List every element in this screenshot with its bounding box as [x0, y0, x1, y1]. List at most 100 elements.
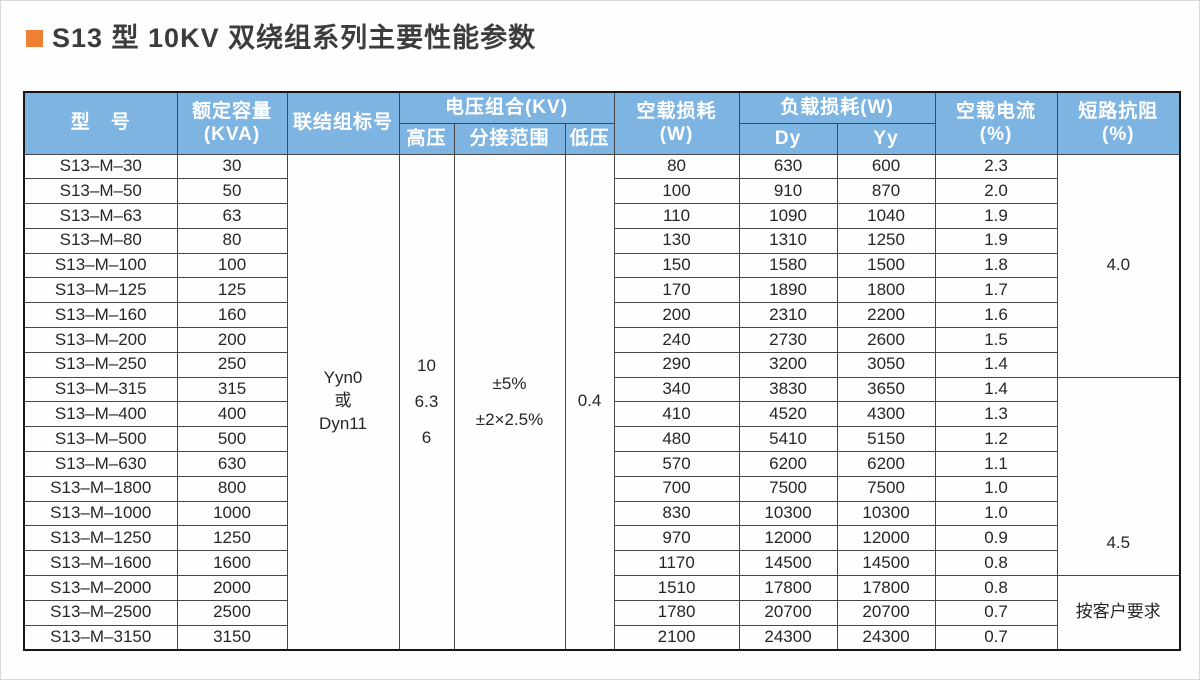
- dy-loss-cell: 6200: [738, 451, 838, 477]
- model-cell: S13–M–160: [23, 302, 178, 329]
- no-load-current-cell: 1.2: [934, 426, 1058, 453]
- impedance-cell: 4.5: [1056, 376, 1181, 577]
- header-model: 型 号: [23, 91, 178, 155]
- header-load-loss-label: 负载损耗(W): [780, 96, 894, 118]
- model-cell: S13–M–315: [23, 376, 178, 403]
- no-load-current-cell: 1.9: [934, 203, 1058, 229]
- table-row: S13–M–1000 1000 830 10300 10300 1.0: [23, 500, 1180, 527]
- no-load-loss-cell: 170: [613, 277, 740, 304]
- table-row: S13–M–2000 2000 1510 17800 17800 0.8 按客户要求: [23, 575, 1181, 651]
- dy-loss-cell: 20700: [738, 599, 838, 626]
- dy-loss-cell: 630: [738, 153, 838, 180]
- orange-square-bullet-icon: [26, 30, 43, 47]
- yy-loss-cell: 870: [836, 178, 936, 205]
- yy-loss-cell: 3650: [836, 376, 936, 403]
- dy-loss-cell: 17800: [738, 575, 838, 601]
- yy-loss-cell: 17800: [836, 575, 936, 601]
- yy-loss-cell: 7500: [836, 475, 936, 502]
- yy-loss-cell: 4300: [836, 401, 936, 428]
- header-short-circuit-impedance-line1: 短路抗阻: [1078, 100, 1159, 122]
- dy-loss-cell: 24300: [738, 624, 838, 651]
- table-row: S13–M–1600 1600 1170 14500 14500 0.8: [23, 550, 1180, 577]
- model-cell: S13–M–2000: [23, 575, 178, 601]
- yy-loss-cell: 24300: [836, 624, 936, 651]
- header-no-load-loss-line2: (W): [659, 124, 694, 146]
- no-load-current-cell: 1.1: [934, 451, 1058, 477]
- no-load-current-cell: 1.6: [934, 302, 1058, 329]
- no-load-current-cell: 1.7: [934, 277, 1058, 304]
- no-load-loss-cell: 130: [613, 227, 740, 254]
- header-voltage-combination-label: 电压组合(KV): [444, 96, 569, 118]
- dy-loss-cell: 2730: [738, 327, 838, 353]
- model-cell: S13–M–3150: [23, 624, 178, 651]
- model-cell: S13–M–200: [23, 327, 178, 353]
- model-cell: S13–M–1600: [23, 550, 178, 577]
- no-load-loss-cell: 970: [613, 525, 740, 552]
- model-cell: S13–M–30: [23, 153, 178, 180]
- table-row: S13–M–315 315 340 3830 3650 1.4 4.5: [23, 376, 1181, 577]
- model-cell: S13–M–63: [23, 203, 178, 229]
- impedance-cell: 4.0: [1056, 153, 1181, 378]
- high-voltage-cell: 10 6.3 6: [398, 153, 455, 651]
- capacity-cell: 63: [176, 203, 288, 229]
- no-load-current-cell: 2.3: [934, 153, 1058, 180]
- no-load-loss-cell: 480: [613, 426, 740, 453]
- no-load-current-cell: 1.0: [934, 500, 1058, 527]
- yy-loss-cell: 10300: [836, 500, 936, 527]
- impedance-cell: 按客户要求: [1056, 575, 1181, 651]
- no-load-current-cell: 1.0: [934, 475, 1058, 502]
- table-row: S13–M–2500 2500 1780 20700 20700 0.7: [23, 599, 1180, 626]
- yy-loss-cell: 2600: [836, 327, 936, 353]
- capacity-cell: 1250: [176, 525, 288, 552]
- dy-loss-cell: 14500: [738, 550, 838, 577]
- no-load-current-cell: 0.8: [934, 575, 1058, 601]
- table-row: S13–M–50 50 100 910 870 2.0: [23, 178, 1180, 205]
- table-row: S13–M–250 250 290 3200 3050 1.4: [23, 351, 1180, 378]
- yy-loss-cell: 2200: [836, 302, 936, 329]
- no-load-loss-cell: 1780: [613, 599, 740, 626]
- dy-loss-cell: 1310: [738, 227, 838, 254]
- yy-loss-cell: 20700: [836, 599, 936, 626]
- no-load-loss-cell: 700: [613, 475, 740, 502]
- connection-group-cell: Yyn0 或 Dyn11: [286, 153, 400, 651]
- model-cell: S13–M–500: [23, 426, 178, 453]
- spec-table: 型 号 额定容量 (KVA) 联结组标号 电压组合(KV) 空载损耗 (W) 负: [23, 91, 1182, 651]
- header-voltage-combination: 电压组合(KV): [398, 91, 615, 124]
- yy-loss-cell: 1800: [836, 277, 936, 304]
- no-load-loss-cell: 290: [613, 351, 740, 378]
- yy-loss-cell: 1500: [836, 252, 936, 279]
- header-connection-group: 联结组标号: [286, 91, 400, 155]
- table-header: 型 号 额定容量 (KVA) 联结组标号 电压组合(KV) 空载损耗 (W) 负: [23, 91, 1181, 155]
- header-connection-group-label: 联结组标号: [292, 112, 393, 134]
- header-row-2: 高压 分接范围 低压 Dy Yy: [24, 122, 1180, 155]
- dy-loss-cell: 1890: [738, 277, 838, 304]
- no-load-current-cell: 1.3: [934, 401, 1058, 428]
- no-load-current-cell: 0.7: [934, 624, 1058, 651]
- no-load-current-cell: 0.8: [934, 550, 1058, 577]
- header-rated-capacity-line2: (KVA): [203, 124, 261, 146]
- model-cell: S13–M–125: [23, 277, 178, 304]
- no-load-current-cell: 1.5: [934, 327, 1058, 353]
- table-row: S13–M–630 630 570 6200 6200 1.1: [23, 451, 1180, 477]
- no-load-loss-cell: 100: [613, 178, 740, 205]
- header-no-load-current: 空载电流 (%): [934, 91, 1058, 155]
- table-row: S13–M–63 63 110 1090 1040 1.9: [23, 203, 1180, 229]
- header-no-load-current-line1: 空载电流: [956, 100, 1037, 122]
- dy-loss-cell: 7500: [738, 475, 838, 502]
- dy-loss-cell: 5410: [738, 426, 838, 453]
- model-cell: S13–M–100: [23, 252, 178, 279]
- section-title: S13 型 10KV 双绕组系列主要性能参数: [26, 22, 536, 54]
- no-load-loss-cell: 830: [613, 500, 740, 527]
- model-cell: S13–M–80: [23, 227, 178, 254]
- section-title-text: S13 型 10KV 双绕组系列主要性能参数: [52, 23, 537, 53]
- dy-loss-cell: 12000: [738, 525, 838, 552]
- yy-loss-cell: 1040: [836, 203, 936, 229]
- header-row-1: 型 号 额定容量 (KVA) 联结组标号 电压组合(KV) 空载损耗 (W) 负: [23, 91, 1181, 155]
- capacity-cell: 80: [176, 227, 288, 254]
- yy-loss-cell: 1250: [836, 227, 936, 254]
- model-cell: S13–M–1800: [23, 475, 178, 502]
- header-low-voltage: 低压: [564, 122, 615, 155]
- no-load-loss-cell: 570: [613, 451, 740, 477]
- dy-loss-cell: 2310: [738, 302, 838, 329]
